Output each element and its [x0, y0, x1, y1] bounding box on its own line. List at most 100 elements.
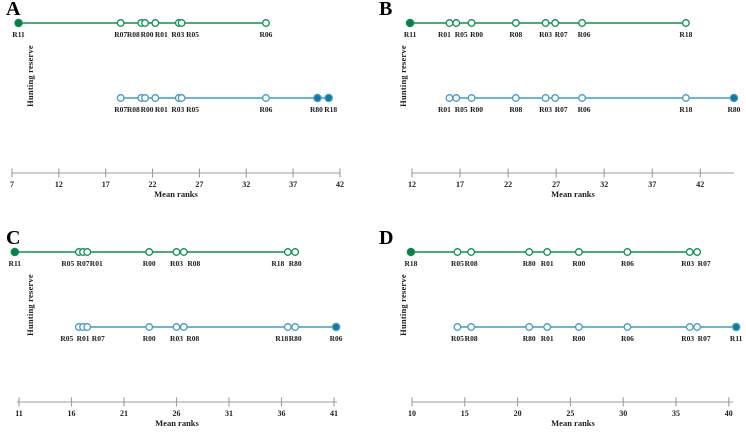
marker-blue-R08 — [511, 94, 520, 102]
tick-label-17: 17 — [456, 180, 464, 189]
marker-blue-R80 — [291, 323, 300, 331]
panel-c: C Hunting reserve 11 16 21 26 31 36 41 R11 R05 R0… — [0, 216, 373, 433]
panel-d-letter: D — [379, 227, 394, 249]
tick-label-31: 31 — [225, 409, 233, 418]
tick-label-15: 15 — [461, 409, 469, 418]
marker-blue-R07 — [693, 323, 702, 331]
marker-blue-R03 — [541, 94, 550, 102]
point-label-blue-R05: R05 — [455, 105, 468, 114]
point-label-green-R03: R03 — [539, 30, 552, 39]
marker-blue-R18 — [681, 94, 690, 102]
point-label-blue-R80: R80 — [727, 105, 740, 114]
tick-label-21: 21 — [120, 409, 128, 418]
point-label-green-R01: R01 — [438, 30, 451, 39]
marker-green-R05 — [453, 248, 462, 256]
point-label-blue-R08: R08 — [186, 334, 199, 343]
point-label-blue-R08: R08 — [509, 105, 522, 114]
point-label-green-R18: R18 — [271, 259, 284, 268]
point-label-blue-R03: R03 — [539, 105, 552, 114]
marker-blue-R05 — [177, 94, 186, 102]
point-label-blue-R08: R08 — [465, 334, 478, 343]
tick-label-10: 10 — [408, 409, 416, 418]
tick-label-36: 36 — [278, 409, 286, 418]
tick-label-12: 12 — [408, 180, 416, 189]
marker-blue-R18 — [324, 93, 333, 103]
point-label-green-R11: R11 — [9, 259, 22, 268]
point-label-blue-R18: R18 — [679, 105, 692, 114]
point-label-green-R05: R05 — [61, 259, 74, 268]
marker-blue-R18 — [283, 323, 292, 331]
marker-green-R80 — [525, 248, 534, 256]
tick-label-37: 37 — [289, 180, 297, 189]
point-label-green-R05: R05 — [186, 30, 199, 39]
panel-b-letter: B — [379, 0, 393, 20]
marker-blue-R05 — [452, 94, 461, 102]
marker-blue-R11 — [731, 322, 741, 332]
point-label-blue-R80: R80 — [310, 105, 323, 114]
marker-green-R06 — [261, 19, 270, 27]
point-label-blue-R07: R07 — [698, 334, 711, 343]
panel-d: D Hunting reserve 10 15 20 25 30 35 40 R18 R05 R0… — [373, 216, 746, 433]
panel-b: B Hunting reserve 12 17 22 27 32 37 42 R11 R01 R0… — [373, 0, 746, 216]
tick-label-30: 30 — [619, 409, 627, 418]
point-label-blue-R18: R18 — [275, 334, 288, 343]
marker-green-R03 — [685, 248, 694, 256]
point-label-green-R00: R00 — [470, 30, 483, 39]
marker-green-R03 — [172, 248, 181, 256]
marker-blue-R06 — [578, 94, 587, 102]
marker-green-R05 — [452, 19, 461, 27]
tick-label-37: 37 — [648, 180, 656, 189]
point-label-green-R00: R00 — [143, 259, 156, 268]
point-label-blue-R00: R00 — [143, 334, 156, 343]
point-label-blue-R07: R07 — [92, 334, 105, 343]
point-label-green-R05: R05 — [455, 30, 468, 39]
marker-blue-R00 — [141, 94, 150, 102]
marker-green-R08 — [179, 248, 188, 256]
point-label-blue-R80: R80 — [523, 334, 536, 343]
marker-blue-R06 — [331, 322, 341, 332]
point-label-green-R03: R03 — [170, 259, 183, 268]
marker-blue-R80 — [313, 93, 322, 103]
marker-blue-R80 — [729, 93, 739, 103]
panel-c-xlabel: Mean ranks — [155, 418, 199, 428]
marker-green-R08 — [511, 19, 520, 27]
tick-label-35: 35 — [672, 409, 680, 418]
point-label-green-R80: R80 — [523, 259, 536, 268]
tick-label-7: 7 — [10, 180, 14, 189]
marker-blue-R00 — [574, 323, 583, 331]
point-label-blue-R80: R80 — [289, 334, 302, 343]
marker-green-R18 — [406, 247, 416, 257]
tick-label-27: 27 — [552, 180, 560, 189]
marker-green-R11 — [10, 247, 20, 257]
tick-label-22: 22 — [504, 180, 512, 189]
panel-d-xlabel: Mean ranks — [551, 418, 595, 428]
point-label-blue-R06: R06 — [330, 334, 343, 343]
point-label-blue-R00: R00 — [470, 105, 483, 114]
point-label-blue-R00: R00 — [572, 334, 585, 343]
point-label-blue-R06: R06 — [259, 105, 272, 114]
point-label-blue-R01: R01 — [155, 105, 168, 114]
point-label-green-R01: R01 — [541, 259, 554, 268]
marker-green-R01 — [543, 248, 552, 256]
point-label-green-R11: R11 — [12, 30, 25, 39]
tick-label-32: 32 — [242, 180, 250, 189]
marker-green-R18 — [283, 248, 292, 256]
tick-label-20: 20 — [514, 409, 522, 418]
tick-label-25: 25 — [566, 409, 574, 418]
marker-blue-R08 — [467, 323, 476, 331]
marker-green-R11 — [14, 18, 23, 28]
point-label-blue-R07: R07 — [114, 105, 127, 114]
marker-blue-R00 — [145, 323, 154, 331]
marker-green-R80 — [291, 248, 300, 256]
tick-label-16: 16 — [68, 409, 76, 418]
marker-green-R00 — [574, 248, 583, 256]
panel-b-inner: B Hunting reserve 12 17 22 27 32 37 42 R11 R01 R0… — [373, 0, 746, 216]
point-label-blue-R08: R08 — [127, 105, 140, 114]
panel-a-letter: A — [6, 0, 21, 20]
marker-blue-R08 — [179, 323, 188, 331]
point-label-blue-R01: R01 — [438, 105, 451, 114]
point-label-blue-R05: R05 — [451, 334, 464, 343]
